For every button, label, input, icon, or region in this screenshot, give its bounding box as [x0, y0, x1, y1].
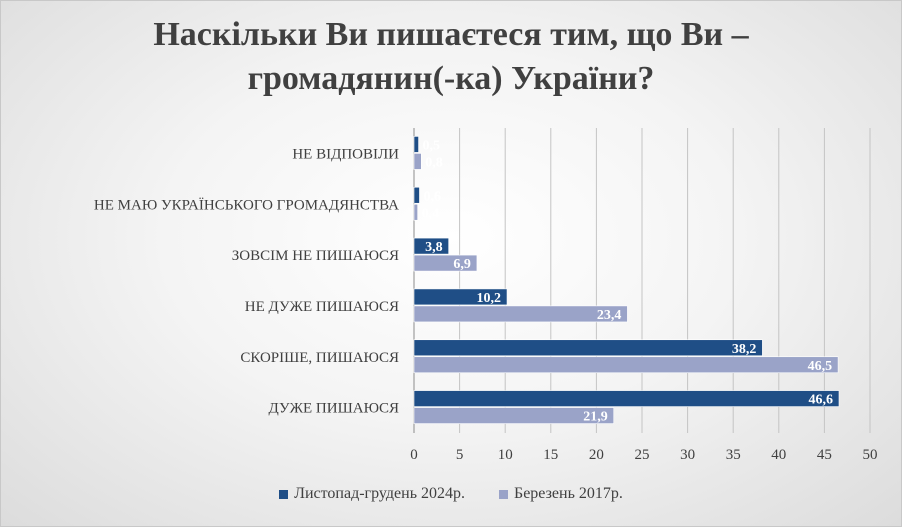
- value-label-s0-c3: 10,2: [477, 291, 502, 306]
- bar-s0-c4: [413, 339, 763, 357]
- category-label-0: НЕ ВІДПОВІЛИ: [292, 146, 399, 162]
- value-label-s0-c2: 3,8: [425, 240, 443, 255]
- x-tick-labels: 0 5 10 15 20 25 30 35 40 45 50: [410, 447, 877, 463]
- bar-s1-c0: [413, 153, 422, 170]
- legend-label-2017: Березень 2017р.: [514, 485, 623, 502]
- x-tick-25: 25: [635, 447, 650, 463]
- bar-s0-c2: [413, 237, 449, 255]
- x-tick-50: 50: [863, 447, 878, 463]
- bar-s1-c2: [413, 254, 478, 272]
- x-tick-20: 20: [589, 447, 604, 463]
- bar-s0-c3: [413, 288, 508, 306]
- x-tick-5: 5: [456, 447, 464, 463]
- bar-s0-c1: [413, 186, 420, 204]
- x-tick-40: 40: [771, 447, 786, 463]
- x-tick-30: 30: [680, 447, 695, 463]
- value-label-s0-c5: 46,6: [808, 393, 833, 408]
- value-label-s1-c2: 6,9: [453, 257, 471, 272]
- category-labels: НЕ ВІДПОВІЛИ НЕ МАЮ УКРАЇНСЬКОГО ГРОМАДЯН…: [94, 146, 399, 416]
- legend-swatch-2024: [279, 489, 289, 499]
- bar-s1-c4: [413, 356, 839, 374]
- bar-s1-c3: [413, 305, 628, 323]
- value-label-s1-c4: 46,5: [808, 359, 833, 374]
- chart-title: Наскільки Ви пишаєтеся тим, що Ви – гром…: [1, 13, 901, 101]
- x-tick-45: 45: [817, 447, 832, 463]
- bar-s1-c1: [413, 203, 418, 221]
- x-tick-35: 35: [726, 447, 741, 463]
- x-tick-0: 0: [410, 447, 418, 463]
- x-tick-15: 15: [543, 447, 558, 463]
- value-label-s0-c1: 0,6: [423, 189, 441, 204]
- legend-label-2024: Листопад-грудень 2024р.: [294, 485, 465, 502]
- legend-item-2017: Березень 2017р.: [499, 485, 623, 503]
- category-label-4: СКОРІШЕ, ПИШАЮСЯ: [240, 350, 399, 366]
- category-label-1: НЕ МАЮ УКРАЇНСЬКОГО ГРОМАДЯНСТВА: [94, 196, 399, 213]
- bar-s0-c0: [413, 136, 419, 153]
- gridlines: [413, 128, 871, 433]
- bar-s0-c5: [413, 390, 840, 407]
- x-tick-10: 10: [498, 447, 513, 463]
- value-label-s1-c0: 0,8: [425, 155, 443, 170]
- value-label-s1-c1: 0,4: [422, 206, 440, 221]
- chart-title-line-1: Наскільки Ви пишаєтеся тим, що Ви –: [153, 16, 749, 53]
- chart-title-line-2: громадянин(-ка) України?: [247, 60, 655, 97]
- category-label-3: НЕ ДУЖЕ ПИШАЮСЯ: [245, 299, 399, 315]
- value-label-s0-c4: 38,2: [732, 342, 757, 357]
- bars: [413, 136, 840, 424]
- legend: Листопад-грудень 2024р. Березень 2017р.: [1, 485, 901, 503]
- legend-swatch-2017: [499, 489, 508, 499]
- value-labels: 0,5 0,8 0,6 0,4 3,8 6,9 10,2 23,4 38,2 46,5 46,6 21…: [422, 138, 833, 424]
- legend-item-2024: Листопад-грудень 2024р.: [279, 485, 465, 503]
- bar-s1-c5: [413, 407, 615, 424]
- category-label-2: ЗОВСІМ НЕ ПИШАЮСЯ: [232, 248, 399, 264]
- value-label-s1-c3: 23,4: [597, 308, 622, 323]
- value-label-s1-c5: 21,9: [583, 410, 608, 425]
- category-label-5: ДУЖЕ ПИШАЮСЯ: [269, 401, 399, 417]
- value-label-s0-c0: 0,5: [423, 138, 441, 153]
